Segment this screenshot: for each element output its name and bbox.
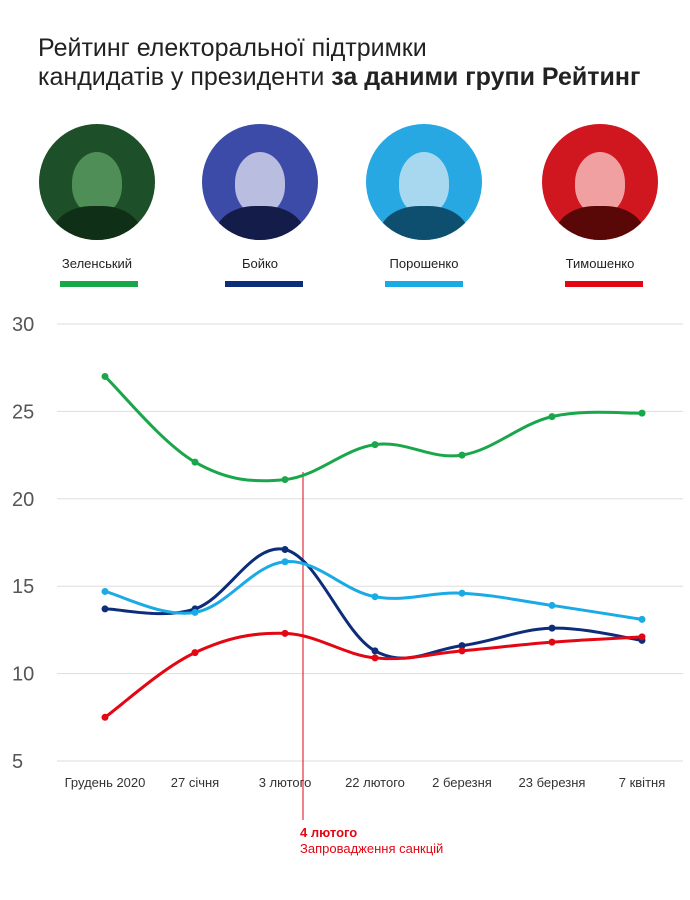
title-line-2-bold: за даними групи Рейтинг xyxy=(331,63,641,91)
data-point xyxy=(191,608,199,616)
candidate-zelensky: Зеленський xyxy=(22,124,172,287)
candidate-photo-icon xyxy=(542,124,658,240)
x-tick-label: 7 квітня xyxy=(619,775,666,790)
candidate-photo-icon xyxy=(39,124,155,240)
title-line-2-regular: кандидатів у президенти xyxy=(38,63,332,91)
legend-line xyxy=(225,281,303,287)
annotation-text: Запровадження санкцій xyxy=(300,841,444,856)
y-tick-label: 5 xyxy=(12,751,23,773)
legend-line xyxy=(565,281,643,287)
data-point xyxy=(281,558,289,566)
data-point xyxy=(101,587,109,595)
data-point xyxy=(638,615,646,623)
x-tick-label: Грудень 2020 xyxy=(65,775,146,790)
data-point xyxy=(371,441,379,449)
data-point xyxy=(548,638,556,646)
x-tick-label: 3 лютого xyxy=(259,775,312,790)
data-point xyxy=(191,458,199,466)
candidate-name: Порошенко xyxy=(389,256,459,271)
title-line-2: кандидатів у президенти за даними групи … xyxy=(38,63,678,92)
chart-title: Рейтинг електоральної підтримки кандидат… xyxy=(38,34,678,92)
y-tick-label: 10 xyxy=(12,664,34,686)
data-point xyxy=(548,601,556,609)
x-tick-label: 23 березня xyxy=(519,775,586,790)
data-point xyxy=(371,593,379,601)
data-point xyxy=(281,476,289,484)
data-point xyxy=(458,642,466,650)
candidate-name: Бойко xyxy=(241,256,279,271)
annotation-date: 4 лютого xyxy=(300,825,358,840)
candidate-tymoshenko: Тимошенко xyxy=(525,124,675,287)
candidate-name: Тимошенко xyxy=(565,256,635,271)
candidate-photo-icon xyxy=(366,124,482,240)
candidate-name: Зеленський xyxy=(61,256,133,271)
candidate-poroshenko: Порошенко xyxy=(349,124,499,287)
data-point xyxy=(371,654,379,662)
line-chart: 5 10 15 20 25 30 Грудень 2020 27 січня 3 лютого 2… xyxy=(12,314,683,820)
data-point xyxy=(101,713,109,721)
series-line xyxy=(103,374,644,483)
data-point xyxy=(458,647,466,655)
data-point xyxy=(101,605,109,613)
data-point xyxy=(548,624,556,632)
x-tick-label: 22 лютого xyxy=(345,775,405,790)
series-line xyxy=(103,631,644,719)
y-tick-label: 15 xyxy=(12,576,34,598)
y-tick-label: 25 xyxy=(12,401,34,423)
data-point xyxy=(371,647,379,655)
candidate-boyko: Бойко xyxy=(185,124,335,287)
title-line-1: Рейтинг електоральної підтримки xyxy=(38,34,427,62)
data-point xyxy=(638,409,646,417)
y-tick-label: 20 xyxy=(12,489,34,511)
y-tick-label: 30 xyxy=(12,314,34,336)
legend-line xyxy=(385,281,463,287)
x-tick-label: 27 січня xyxy=(171,775,219,790)
data-point xyxy=(281,629,289,637)
data-point xyxy=(191,649,199,657)
data-point xyxy=(281,545,289,553)
legend-line xyxy=(60,281,138,287)
data-point xyxy=(638,633,646,641)
x-tick-label: 2 березня xyxy=(432,775,492,790)
data-point xyxy=(101,372,109,380)
candidate-photo-icon xyxy=(202,124,318,240)
sanctions-annotation: 4 лютого Запровадження санкцій xyxy=(300,825,443,857)
data-point xyxy=(458,451,466,459)
data-point xyxy=(458,589,466,597)
data-point xyxy=(548,413,556,421)
